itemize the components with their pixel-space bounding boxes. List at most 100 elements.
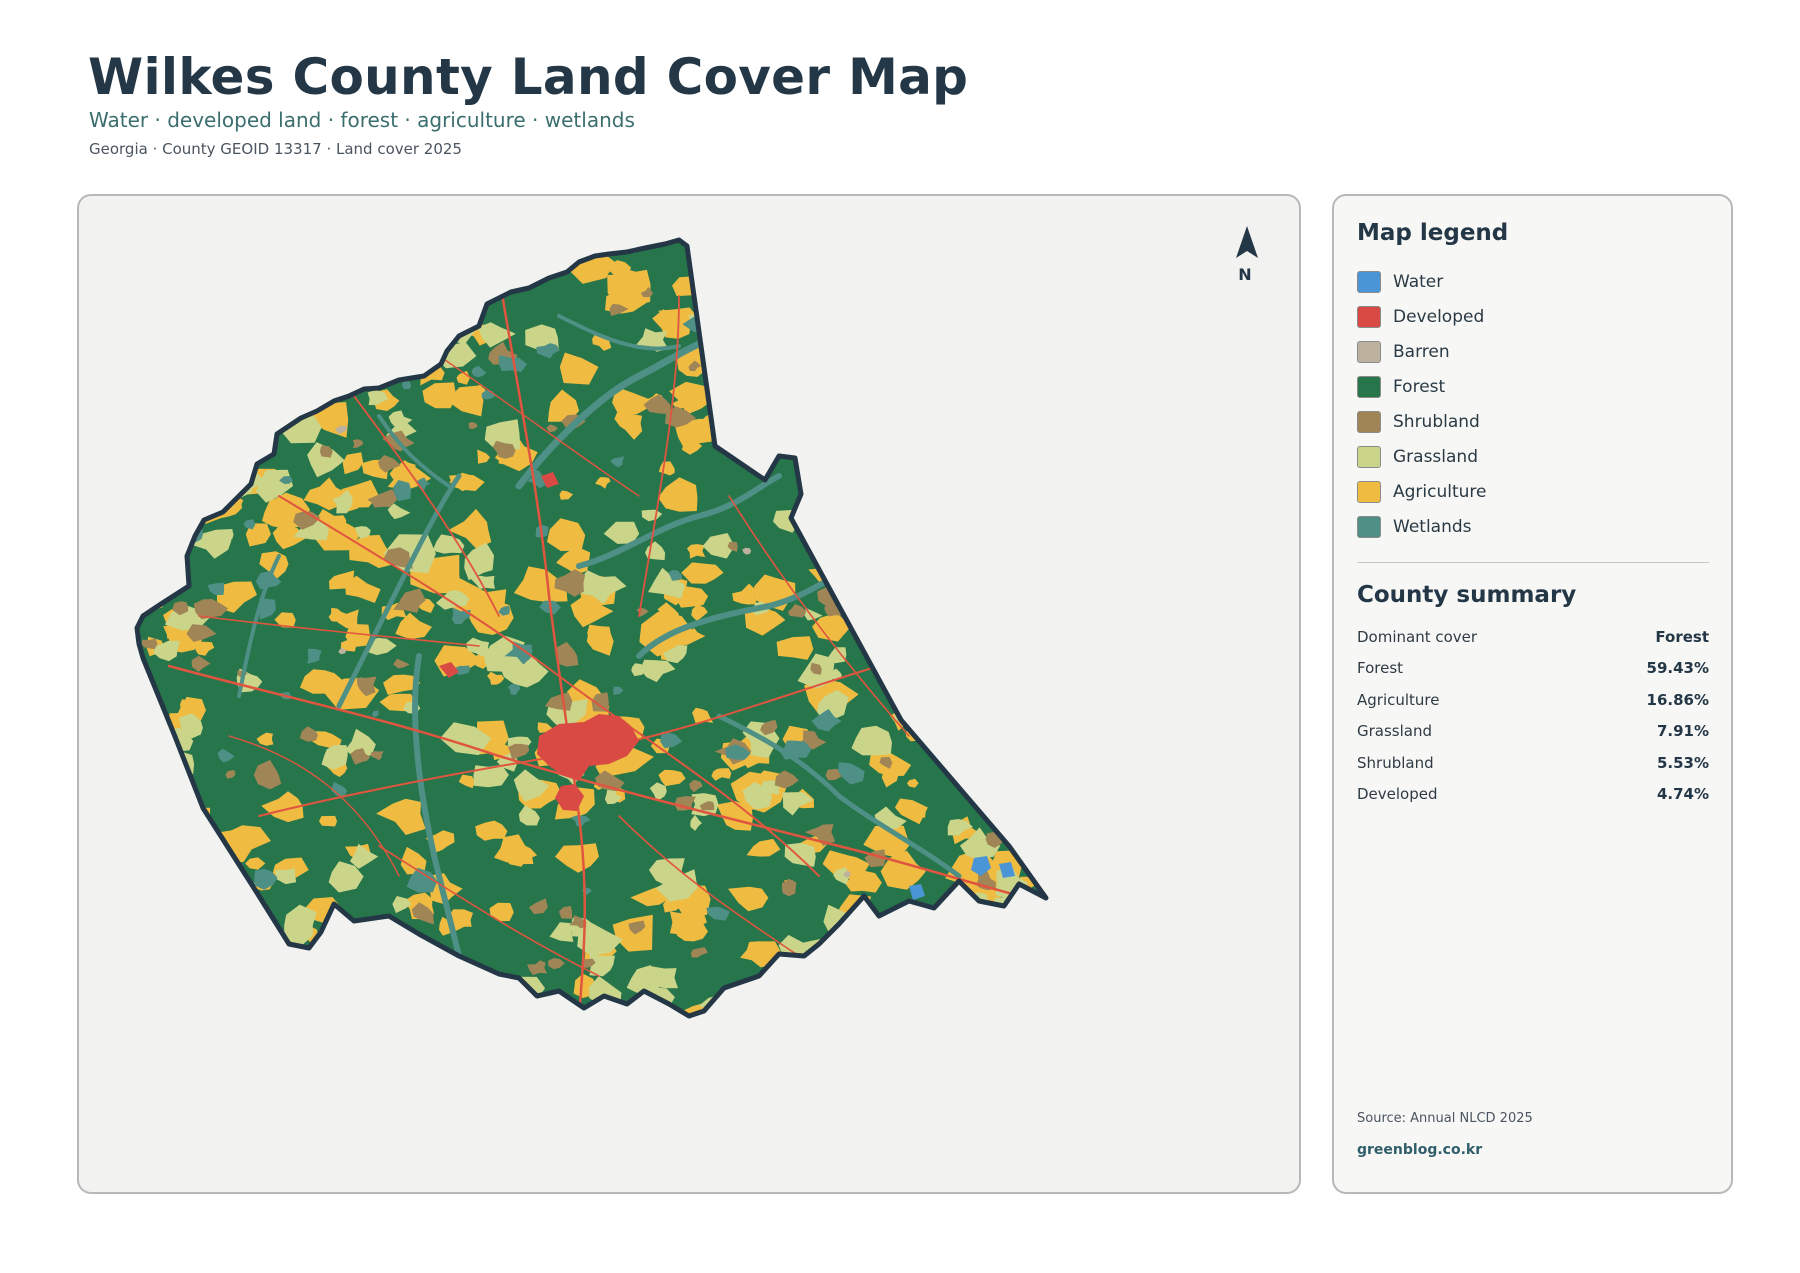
legend-item-forest: Forest (1357, 369, 1487, 404)
land-cover-patch (897, 262, 919, 280)
land-cover-patch (851, 725, 892, 756)
land-cover-patch (293, 516, 329, 541)
summary-row: Forest 59.43% (1357, 653, 1709, 685)
map-panel[interactable]: N (77, 194, 1301, 1194)
land-cover-patch (365, 946, 394, 970)
land-cover-patch (275, 347, 301, 364)
land-cover-patch (191, 934, 220, 961)
land-cover-patch (919, 363, 948, 386)
land-cover-patch (223, 243, 249, 263)
land-cover-patch (379, 334, 403, 347)
land-cover-patch (986, 240, 1040, 257)
summary-table: Dominant cover Forest Forest 59.43% Agricult… (1357, 621, 1709, 810)
north-arrow-icon (1236, 226, 1258, 258)
land-cover-patch (955, 396, 990, 426)
land-cover-patch (194, 381, 227, 403)
land-cover-patch (191, 655, 211, 672)
land-cover-patch (985, 774, 1001, 784)
land-cover-patch (149, 866, 175, 884)
land-cover-map[interactable] (79, 196, 1301, 1194)
land-cover-patch (250, 915, 266, 927)
land-cover-patch (727, 541, 738, 552)
land-cover-patch (784, 842, 816, 867)
land-cover-patch (360, 343, 380, 362)
land-cover-patch (372, 710, 379, 718)
land-cover-patch (526, 260, 540, 275)
land-cover-patch (446, 385, 484, 417)
land-cover-patch (338, 647, 347, 655)
land-cover-patch (225, 770, 236, 779)
land-cover-patch (153, 896, 172, 908)
land-cover-patch (149, 284, 196, 318)
land-cover-patch (1013, 310, 1046, 339)
land-cover-patch (787, 604, 807, 618)
legend-label: Water (1393, 271, 1444, 292)
land-cover-patch (439, 722, 492, 756)
land-cover-patch (871, 942, 911, 976)
land-cover-patch (257, 331, 300, 358)
land-cover-patch (829, 972, 849, 994)
land-cover-patch (284, 904, 317, 948)
land-cover-patch (388, 938, 423, 963)
land-cover-patch (918, 306, 955, 335)
land-cover-patch (951, 650, 972, 671)
land-cover-patch (822, 850, 870, 880)
land-cover-patch (389, 461, 416, 488)
land-cover-patch (906, 1006, 930, 1016)
legend-item-developed: Developed (1357, 299, 1487, 334)
land-cover-patch (219, 398, 244, 413)
land-cover-patch (859, 614, 906, 655)
land-cover-patch (307, 648, 322, 664)
land-cover-patch (905, 962, 931, 985)
land-cover-patch (1025, 994, 1046, 1009)
site-link[interactable]: greenblog.co.kr (1357, 1142, 1483, 1158)
land-cover-patch (492, 440, 516, 459)
land-cover-patch (698, 252, 732, 280)
land-cover-patch (207, 582, 225, 596)
land-cover-patch (1018, 463, 1046, 482)
land-cover-patch (216, 581, 257, 613)
summary-value: 16.86% (1646, 690, 1709, 709)
land-cover-patch (964, 398, 995, 432)
land-cover-patch (1001, 321, 1033, 347)
land-cover-patch (214, 853, 232, 866)
land-cover-patch (907, 778, 919, 788)
land-cover-patch (640, 659, 676, 683)
legend-swatch (1357, 480, 1381, 503)
land-cover-patch (812, 612, 851, 642)
land-cover-patch (893, 256, 916, 273)
land-cover-patch (477, 449, 491, 464)
land-cover-patch (569, 915, 587, 929)
land-cover-patch (319, 326, 333, 335)
land-cover-patch (229, 402, 247, 417)
land-cover-patch (967, 501, 986, 514)
land-cover-patch (576, 570, 627, 604)
land-cover-patch (815, 351, 837, 371)
legend-item-water: Water (1357, 264, 1487, 299)
land-cover-patch (274, 612, 296, 628)
land-cover-patch (1027, 926, 1046, 949)
land-cover-patch (1003, 328, 1030, 352)
land-cover-patch (895, 241, 914, 253)
land-cover-patch (927, 311, 941, 323)
land-cover-patch (274, 360, 307, 380)
land-cover-patch (631, 663, 644, 677)
land-cover-patch (873, 1008, 894, 1016)
land-cover-patch (1013, 584, 1046, 605)
land-cover-patch (185, 341, 221, 367)
land-cover-patch (137, 466, 152, 478)
land-cover-patch (544, 692, 573, 711)
land-cover-patch (184, 456, 232, 489)
land-cover-patch (746, 838, 781, 857)
land-cover-patch (628, 920, 646, 935)
land-cover-patch (752, 283, 768, 297)
land-cover-patch (158, 909, 203, 945)
land-cover-patch (332, 1004, 343, 1012)
land-cover-patch (345, 575, 381, 603)
legend-swatch (1357, 515, 1381, 538)
land-cover-patch (498, 1000, 528, 1016)
land-cover-patch (652, 309, 691, 339)
side-panel: Map legend Water Developed Barren Forest Shr… (1332, 194, 1733, 1194)
land-cover-patch (141, 321, 195, 356)
land-cover-patch (209, 953, 236, 970)
